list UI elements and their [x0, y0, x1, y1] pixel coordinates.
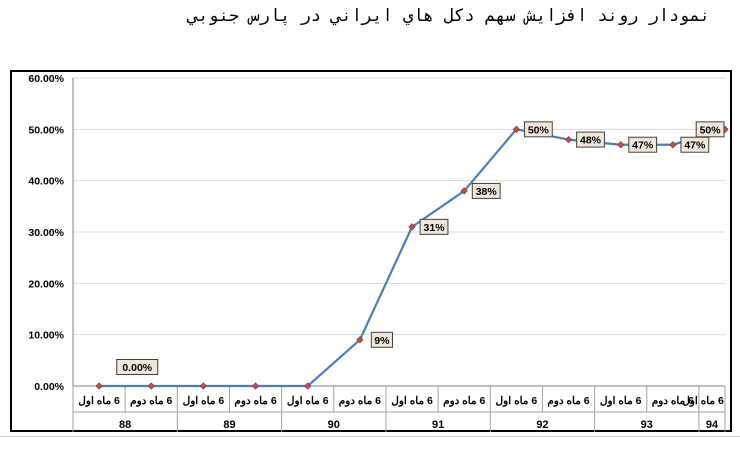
data-point: [304, 382, 312, 390]
y-tick-label: 10.00%: [28, 330, 64, 342]
year-label: 94: [706, 419, 719, 431]
chart-title: نمودار روند افزايش سهم دكل هاي ايراني در…: [188, 6, 710, 26]
data-label-box: [628, 136, 658, 153]
x-tick-label: 6 ماه اول: [391, 395, 433, 407]
year-label: 92: [536, 419, 548, 431]
data-point: [512, 125, 520, 133]
data-label: 0.00%: [122, 362, 152, 374]
data-label-box: [419, 218, 449, 235]
x-tick-label: 6 ماه اول: [287, 395, 329, 407]
data-label-box: [576, 131, 605, 148]
year-label: 89: [223, 419, 235, 431]
y-tick-label: 20.00%: [28, 278, 64, 290]
data-label-box: [471, 182, 501, 199]
data-label-box: [116, 359, 159, 375]
data-point: [408, 223, 416, 231]
x-tick-label: 6 ماه دوم: [443, 395, 485, 407]
data-point: [251, 382, 260, 390]
data-label: 47%: [632, 140, 654, 152]
y-tick-label: 30.00%: [28, 227, 64, 239]
data-label: 31%: [424, 222, 446, 234]
x-tick-label: 6 ماه دوم: [234, 395, 276, 407]
x-tick-label: 6 ماه اول: [496, 395, 538, 407]
data-label-box: [523, 121, 553, 138]
data-label: 48%: [580, 135, 602, 147]
data-point: [147, 382, 155, 390]
year-label: 88: [119, 419, 131, 431]
y-tick-label: 50.00%: [28, 124, 64, 136]
data-point: [199, 382, 208, 390]
x-tick-label: 6 ماه اول: [183, 395, 225, 407]
data-label: 38%: [476, 186, 498, 198]
data-point: [95, 382, 103, 390]
data-point: [460, 187, 468, 195]
x-tick-label: 6 ماه دوم: [652, 395, 694, 407]
year-label: 93: [641, 419, 653, 431]
x-tick-label: 6 ماه دوم: [130, 395, 172, 407]
divider: [0, 436, 740, 437]
y-tick-label: 0.00%: [34, 381, 64, 393]
x-tick-label: 6 ماه اول: [78, 395, 120, 407]
data-label: 50%: [700, 124, 722, 136]
y-tick-label: 40.00%: [28, 176, 64, 188]
data-label: 9%: [374, 335, 390, 347]
y-tick-label: 60.00%: [28, 73, 64, 85]
year-label: 90: [328, 419, 340, 431]
data-label-box: [695, 121, 725, 138]
x-tick-label: 6 ماه اول: [600, 395, 642, 407]
data-label: 47%: [684, 140, 706, 152]
data-point: [356, 336, 364, 344]
year-label: 91: [432, 419, 444, 431]
data-label: 50%: [528, 124, 550, 136]
x-tick-label: 6 ماه دوم: [547, 395, 589, 407]
series-line: [99, 128, 726, 388]
data-point: [564, 135, 573, 144]
data-label-box: [680, 136, 710, 153]
x-tick-label: 6 ماه اول: [682, 395, 724, 407]
data-point: [617, 141, 625, 149]
x-tick-label: 6 ماه دوم: [339, 395, 381, 407]
data-label-box: [370, 331, 393, 348]
data-point: [669, 141, 677, 149]
